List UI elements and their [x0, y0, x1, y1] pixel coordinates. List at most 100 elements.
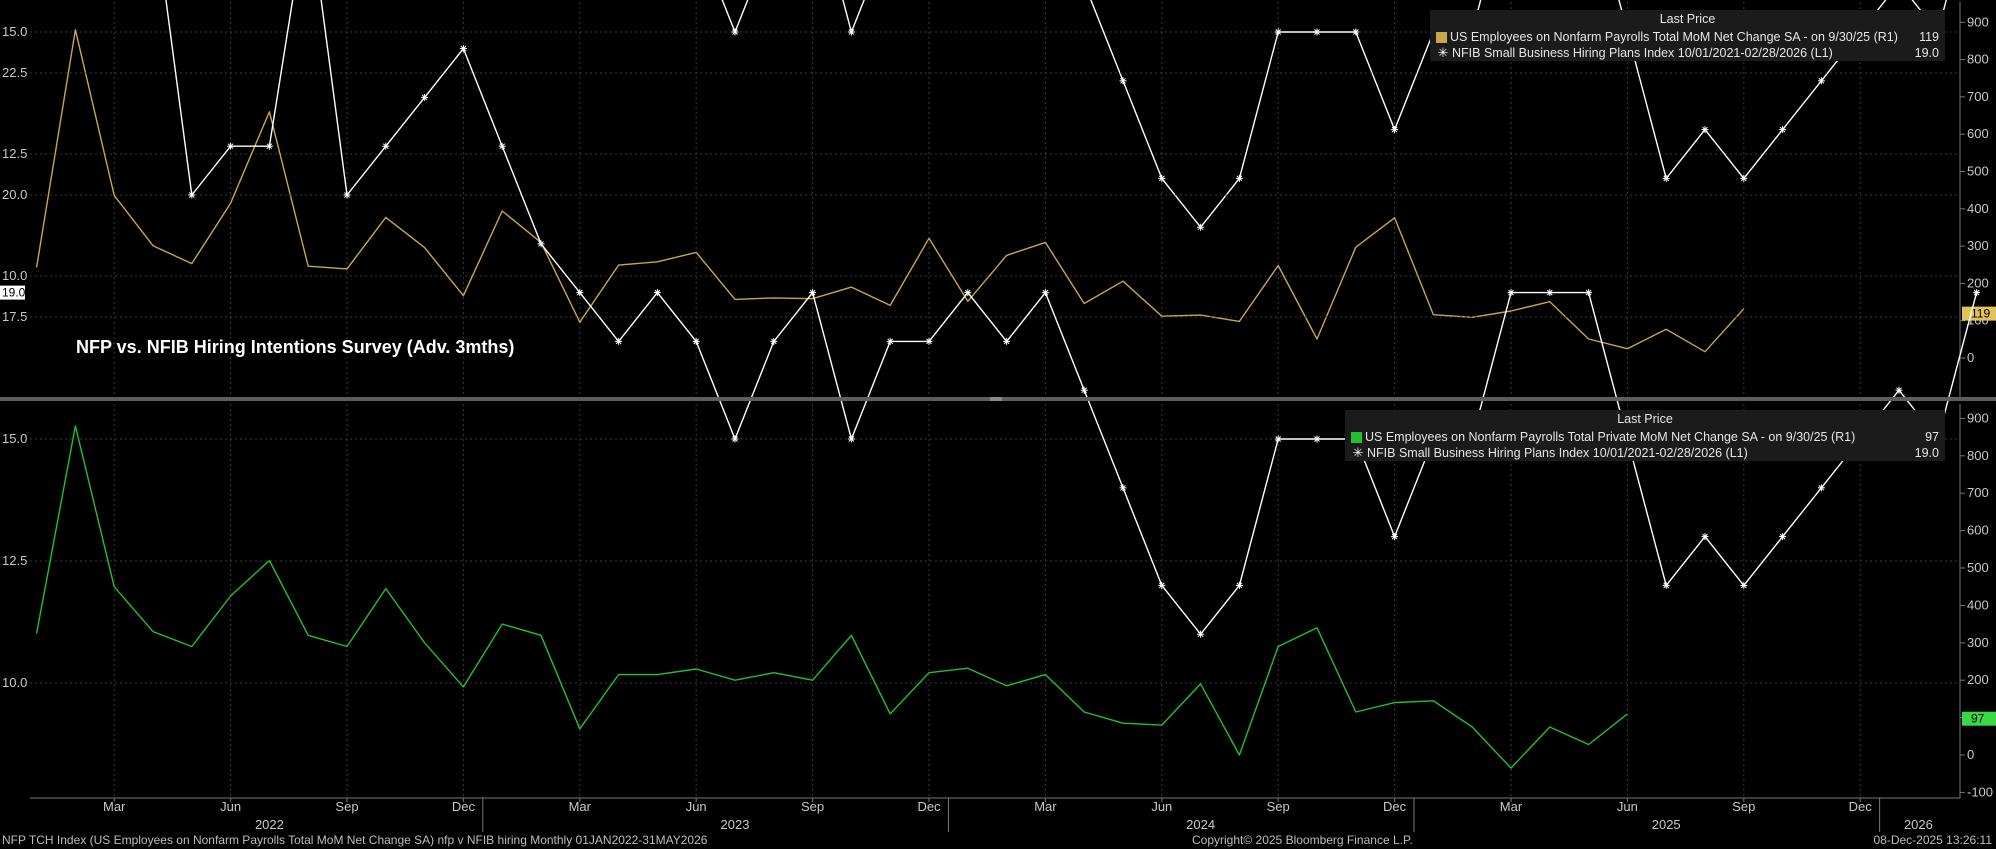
nfib-point-marker [421, 93, 429, 101]
chart-panel-1: 10.012.515.017.520.022.525.027.501002003… [2, 0, 1996, 398]
x-axis-tick-label: Jun [220, 799, 241, 814]
nfib-point-marker [1274, 435, 1282, 443]
nfib-point-marker [1119, 77, 1127, 85]
right-axis-tick-label: 300 [1967, 635, 1989, 650]
right-last-value-label: 97 [1971, 712, 1985, 726]
nfib-point-marker [459, 45, 467, 53]
nfib-point-marker [1662, 174, 1670, 182]
nfib-point-marker [653, 289, 661, 297]
nfib-point-marker [1817, 484, 1825, 492]
x-axis-tick-label: Sep [801, 799, 824, 814]
star-marker-icon: ✳ [1352, 445, 1364, 460]
legend-entry-nfib: ✳ NFIB Small Business Hiring Plans Index… [1345, 445, 1945, 461]
divider-handle [990, 397, 1002, 401]
x-axis-tick-label: Mar [103, 799, 126, 814]
nfib-point-marker [847, 28, 855, 36]
right-axis-tick-label: 800 [1967, 448, 1989, 463]
right-last-value-label: 119 [1971, 307, 1990, 321]
nfib-point-marker [1041, 289, 1049, 297]
chart-panel-2: 10.012.515.017.520.022.525.027.5-1000100… [0, 0, 1996, 799]
footer-copyright: Copyright© 2025 Bloomberg Finance L.P. [1192, 833, 1413, 847]
left-axis-tick-label: 22.5 [2, 65, 27, 80]
left-last-value-tag [0, 285, 25, 300]
nfib-point-marker [1895, 386, 1903, 394]
legend-entry-private: US Employees on Nonfarm Payrolls Total P… [1345, 429, 1945, 445]
x-axis-tick-label: Mar [1500, 799, 1523, 814]
right-axis-tick-label: -100 [1967, 784, 1993, 799]
nfib-point-marker [1352, 28, 1360, 36]
nfib-point-marker [770, 337, 778, 345]
nfib-point-marker [1313, 28, 1321, 36]
nfib-point-marker [382, 142, 390, 150]
nfib-point-marker [1546, 289, 1554, 297]
nfib-point-marker [1779, 533, 1787, 541]
right-axis-tick-label: 200 [1967, 672, 1989, 687]
nfib-point-marker [692, 337, 700, 345]
x-axis-tick-label: Dec [1383, 799, 1407, 814]
nfib-point-marker [886, 337, 894, 345]
nfib-point-marker [1235, 174, 1243, 182]
right-axis-tick-label: 800 [1967, 52, 1989, 67]
nfib-point-marker [809, 289, 817, 297]
x-axis-tick-label: Jun [1617, 799, 1638, 814]
right-axis-tick-label: 700 [1967, 89, 1989, 104]
x-axis-tick-label: Sep [1732, 799, 1755, 814]
nfib-point-marker [188, 191, 196, 199]
legend-label-nfib: NFIB Small Business Hiring Plans Index 1… [1452, 46, 1833, 60]
nfib-point-marker [1158, 174, 1166, 182]
nfib-point-marker [731, 435, 739, 443]
right-axis-tick-label: 0 [1967, 350, 1974, 365]
nfib-point-marker [1080, 386, 1088, 394]
legend-bottom-panel: Last Price US Employees on Nonfarm Payro… [1345, 410, 1945, 461]
legend-label-nfib: NFIB Small Business Hiring Plans Index 1… [1367, 446, 1748, 460]
nfib-point-marker [265, 142, 273, 150]
nfib-point-marker [498, 142, 506, 150]
nfib-point-marker [964, 289, 972, 297]
right-axis-tick-label: 500 [1967, 560, 1989, 575]
star-marker-icon: ✳ [1437, 45, 1449, 60]
x-axis-tick-label: Mar [1034, 799, 1057, 814]
right-axis-tick-label: 600 [1967, 126, 1989, 141]
right-axis-tick-label: 600 [1967, 523, 1989, 538]
nfib-point-marker [1507, 289, 1515, 297]
x-axis-tick-label: Dec [1849, 799, 1873, 814]
x-axis-tick-label: Dec [452, 799, 476, 814]
x-axis-tick-label: Jun [1151, 799, 1172, 814]
legend-swatch-nfp [1436, 31, 1447, 43]
nfib-point-marker [1779, 126, 1787, 134]
nfib-point-marker [1158, 581, 1166, 589]
left-axis-tick-label: 10.0 [2, 675, 27, 690]
legend-header: Last Price [1659, 12, 1716, 26]
nfib-point-marker [925, 337, 933, 345]
legend-label-nfp: US Employees on Nonfarm Payrolls Total M… [1450, 30, 1898, 44]
legend-value-private: 97 [1925, 430, 1939, 444]
left-axis-tick-label: 20.0 [2, 187, 27, 202]
nfib-point-marker [1701, 126, 1709, 134]
x-axis-year-label: 2025 [1652, 817, 1681, 832]
x-axis-tick-label: Dec [917, 799, 941, 814]
x-axis-tick-label: Mar [569, 799, 592, 814]
right-axis-tick-label: 0 [1967, 747, 1974, 762]
right-last-value-tag [1962, 711, 1996, 726]
left-axis-tick-label: 12.5 [2, 146, 27, 161]
nfib-point-marker [731, 28, 739, 36]
legend-entry-nfib: ✳ NFIB Small Business Hiring Plans Index… [1430, 45, 1945, 61]
nfib-point-marker [1973, 289, 1981, 297]
nfib-point-marker [1662, 581, 1670, 589]
nfib-point-marker [1313, 435, 1321, 443]
left-axis-tick-label: 17.5 [2, 309, 27, 324]
nfib-point-marker [1391, 126, 1399, 134]
legend-top-panel: Last Price US Employees on Nonfarm Payro… [1430, 10, 1945, 61]
nfib-point-marker [1197, 630, 1205, 638]
x-axis-year-label: 2026 [1904, 817, 1933, 832]
nfib-point-marker [1197, 223, 1205, 231]
legend-value-nfib: 19.0 [1914, 46, 1939, 60]
nfib-point-marker [847, 435, 855, 443]
nfib-point-marker [1740, 174, 1748, 182]
nfib-point-marker [537, 240, 545, 248]
footer-description: NFP TCH Index (US Employees on Nonfarm P… [2, 833, 708, 847]
footer-timestamp: 08-Dec-2025 13:26:11 [1873, 833, 1992, 847]
left-last-value-label: 19.0 [2, 286, 26, 300]
nfib-point-marker [1235, 581, 1243, 589]
